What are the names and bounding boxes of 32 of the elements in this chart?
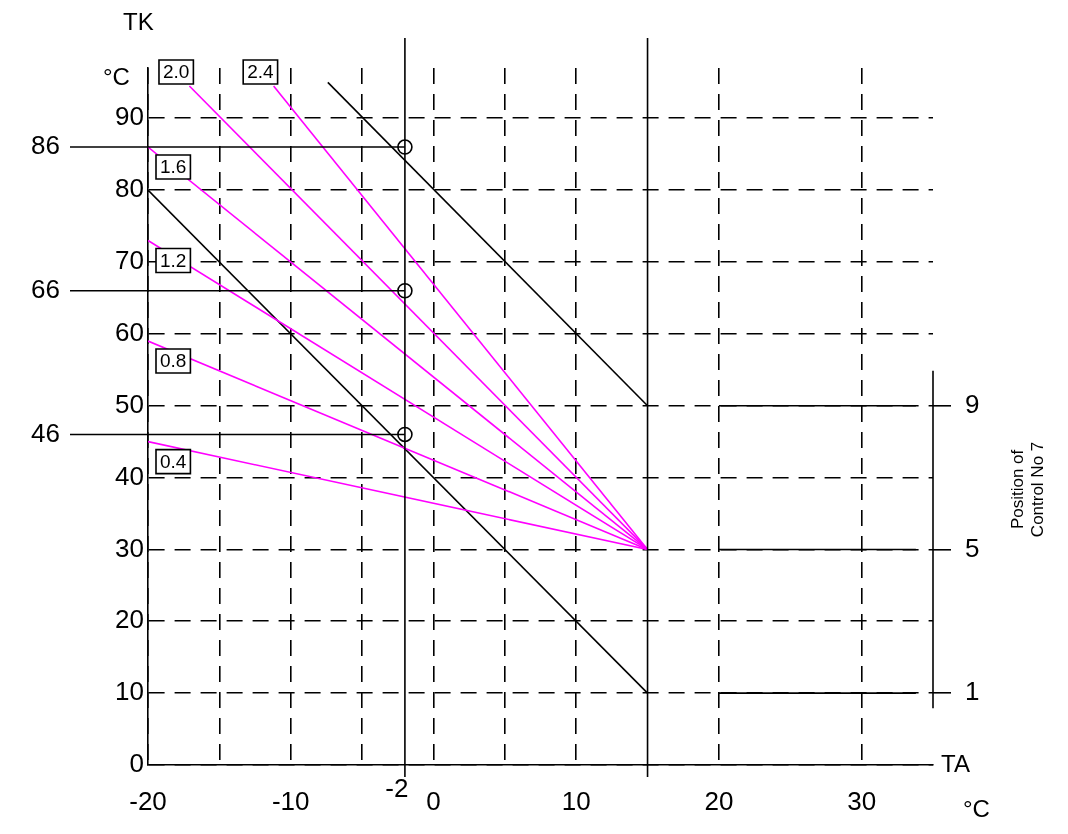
ref-line-label: 46 <box>31 417 60 448</box>
y-tick-label: 20 <box>115 604 144 635</box>
x-tick-label: 30 <box>847 785 877 816</box>
y-tick-label: 50 <box>115 388 144 419</box>
y-tick-label: 0 <box>129 748 144 779</box>
y-axis-title: TK °C <box>103 7 154 90</box>
ref-line-label: 86 <box>31 130 60 161</box>
y-tick-label: 10 <box>115 676 144 707</box>
ref-line-label: -2 <box>385 773 409 804</box>
series-label: 0.8 <box>160 350 187 372</box>
x-axis-title: TA °C <box>941 749 990 822</box>
y2-tick-label: 9 <box>965 388 980 419</box>
series-label: 1.2 <box>160 249 187 271</box>
ref-line-label: 66 <box>31 273 60 304</box>
x-tick-label: -10 <box>271 785 310 816</box>
x-tick-label: 0 <box>426 785 441 816</box>
series-label: 1.6 <box>160 156 187 178</box>
series-label: 0.4 <box>160 450 187 472</box>
y-tick-label: 60 <box>115 317 144 348</box>
series-label: 2.0 <box>162 61 190 83</box>
x-tick-label: 10 <box>561 785 591 816</box>
x-tick-label: -20 <box>129 785 167 816</box>
y-tick-label: 40 <box>115 460 144 491</box>
y2-tick-label: 1 <box>965 676 980 707</box>
x-tick-label: 20 <box>704 785 734 816</box>
y2-axis-title: Position of Control No 7 <box>1007 441 1047 538</box>
series-label: 2.4 <box>247 61 275 83</box>
y2-tick-label: 5 <box>965 532 980 563</box>
y-tick-label: 90 <box>115 101 144 132</box>
y-tick-label: 80 <box>115 173 144 204</box>
y-tick-label: 30 <box>115 532 144 563</box>
y-tick-label: 70 <box>115 245 144 276</box>
